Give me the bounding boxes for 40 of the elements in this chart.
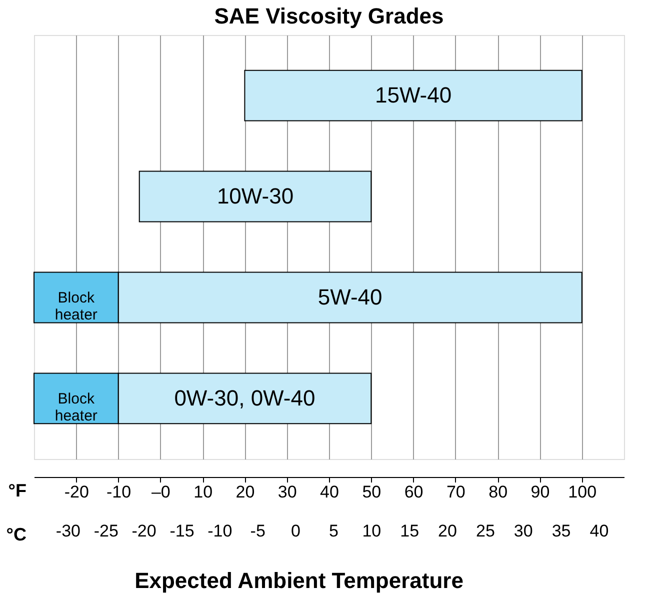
chart-title: SAE Viscosity Grades (214, 3, 444, 28)
x-tick-label: –0 (151, 482, 170, 502)
series-label: Block heater (54, 289, 98, 324)
x-tick-label: -10 (106, 482, 132, 502)
x2-tick-label: 0 (291, 522, 301, 540)
x2-tick-label: 35 (552, 522, 571, 540)
text: Expected Ambient Temperature (134, 568, 464, 593)
y-tick-label: 15W-40 (374, 82, 452, 108)
x2-axis-title: °C (6, 524, 26, 544)
x2-tick-label: 10 (362, 522, 382, 540)
x-tick-label: 10 (194, 482, 213, 502)
x2-tick-label: -5 (250, 522, 266, 540)
x-tick-label: 40 (320, 482, 339, 502)
x2-tick-label: 15 (400, 522, 420, 540)
x-tick-label: 80 (488, 482, 508, 502)
x-tick-label: 90 (530, 482, 550, 502)
x2-tick-label: 30 (514, 522, 533, 540)
y-tick-label: 5W-40 (318, 284, 382, 310)
y-tick-label: 10W-30 (216, 184, 294, 209)
x2-tick-label: 5 (328, 522, 338, 540)
x-tick-label: 60 (404, 482, 424, 502)
x-tick-label: 20 (236, 482, 255, 502)
x2-tick-label: -25 (94, 522, 118, 540)
x2-tick-label: 40 (590, 522, 609, 540)
x-tick-label: 50 (362, 482, 382, 502)
x2-tick-label: -10 (208, 522, 232, 540)
y-tick-label: 0W-30, 0W-40 (174, 385, 316, 410)
x2-tick-label: -20 (132, 522, 156, 540)
x-tick-label: 100 (568, 482, 597, 502)
x-tick-label: 70 (446, 482, 466, 502)
x-tick-label: 30 (278, 482, 297, 502)
bar (138, 170, 372, 222)
x-axis-title: °F (8, 480, 26, 500)
x2-tick-label: 20 (438, 522, 457, 540)
x-tick-label: -20 (64, 482, 89, 502)
x2-tick-label: -30 (56, 522, 80, 540)
x2-tick-label: 25 (476, 522, 495, 540)
text: Block heater (54, 390, 98, 424)
bar (244, 70, 582, 122)
x2-tick-label: -15 (170, 522, 194, 540)
